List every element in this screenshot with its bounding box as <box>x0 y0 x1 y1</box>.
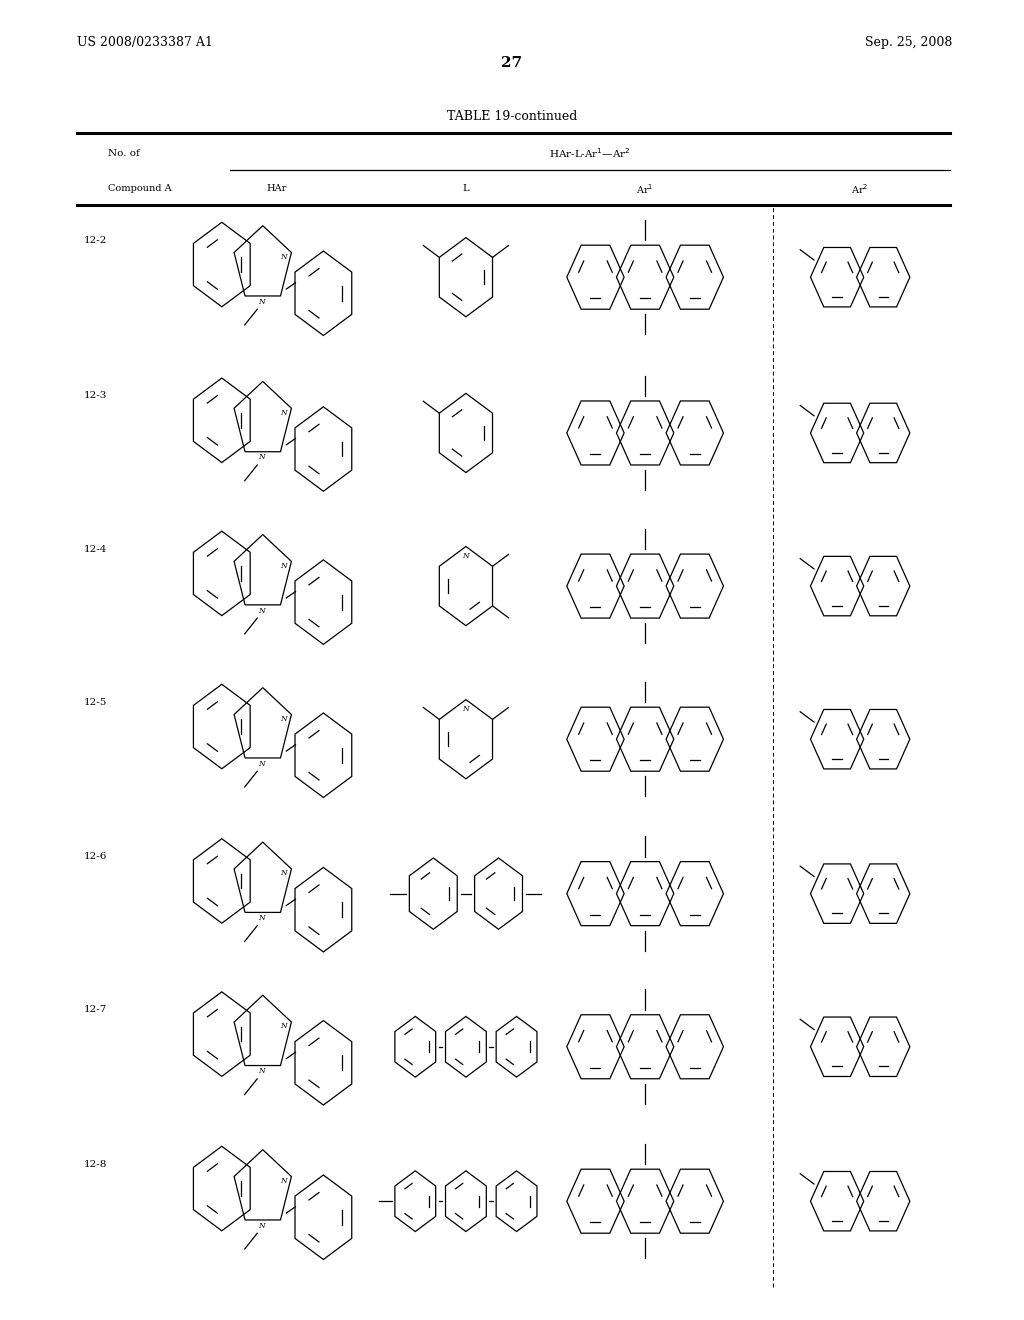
Text: 12-7: 12-7 <box>84 1006 108 1014</box>
Text: No. of: No. of <box>108 149 139 157</box>
Text: N: N <box>463 552 469 560</box>
Text: N: N <box>280 409 287 417</box>
Text: N: N <box>258 298 264 306</box>
Text: Compound A: Compound A <box>108 185 171 193</box>
Text: N: N <box>258 454 264 462</box>
Text: N: N <box>258 1222 264 1230</box>
Text: 12-8: 12-8 <box>84 1160 108 1168</box>
Text: 12-4: 12-4 <box>84 545 108 553</box>
Text: N: N <box>280 1023 287 1031</box>
Text: Ar$^2$: Ar$^2$ <box>851 182 869 195</box>
Text: Ar$^1$: Ar$^1$ <box>636 182 654 195</box>
Text: 12-2: 12-2 <box>84 236 108 244</box>
Text: N: N <box>280 1177 287 1185</box>
Text: N: N <box>280 715 287 723</box>
Text: N: N <box>258 915 264 923</box>
Text: US 2008/0233387 A1: US 2008/0233387 A1 <box>77 36 213 49</box>
Text: L: L <box>463 185 469 193</box>
Text: 27: 27 <box>502 57 522 70</box>
Text: 12-5: 12-5 <box>84 698 108 706</box>
Text: 12-3: 12-3 <box>84 392 108 400</box>
Text: Sep. 25, 2008: Sep. 25, 2008 <box>865 36 952 49</box>
Text: N: N <box>280 562 287 570</box>
Text: N: N <box>280 870 287 878</box>
Text: N: N <box>463 705 469 713</box>
Text: HAr: HAr <box>266 185 287 193</box>
Text: N: N <box>258 607 264 615</box>
Text: HAr-L-Ar$^1$—Ar$^2$: HAr-L-Ar$^1$—Ar$^2$ <box>549 147 631 160</box>
Text: N: N <box>258 760 264 768</box>
Text: TABLE 19-continued: TABLE 19-continued <box>446 110 578 123</box>
Text: N: N <box>280 253 287 261</box>
Text: 12-6: 12-6 <box>84 853 108 861</box>
Text: N: N <box>258 1068 264 1076</box>
